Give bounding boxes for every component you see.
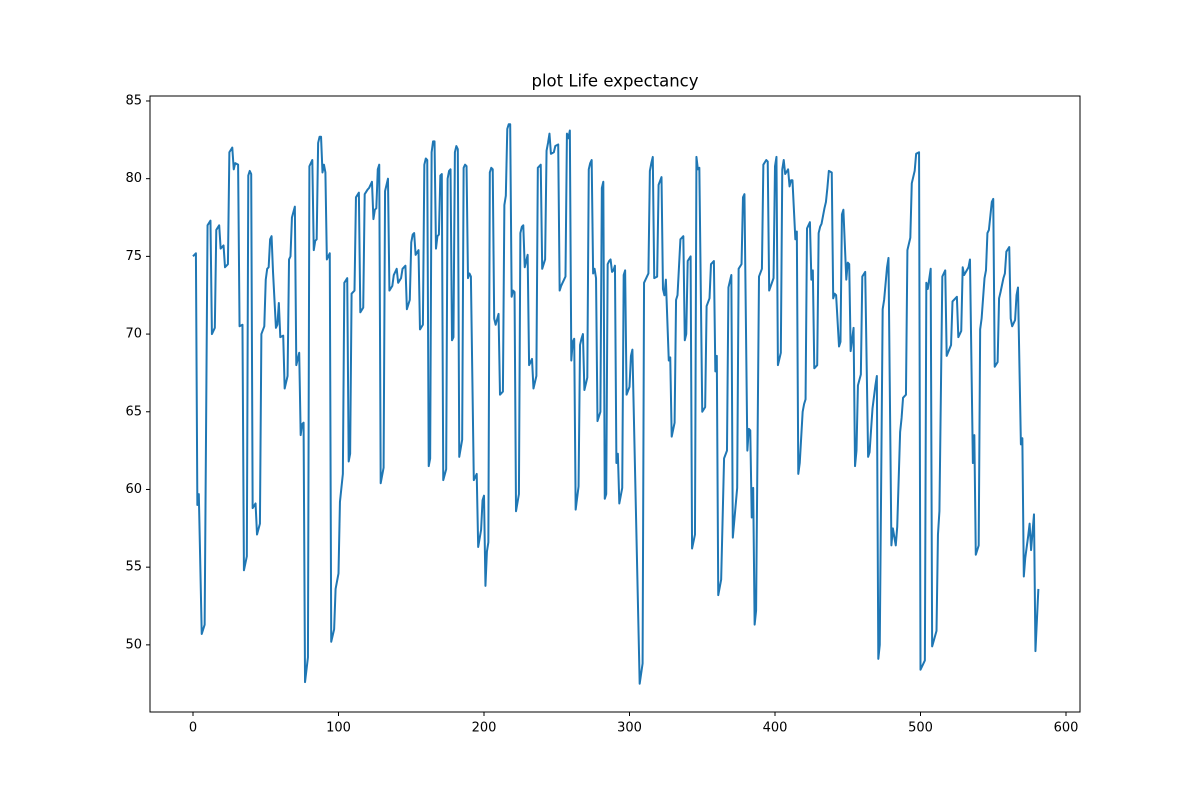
data-line — [192, 123, 1040, 685]
y-tick-label: 50 — [125, 637, 142, 652]
chart-title: plot Life expectancy — [531, 72, 698, 91]
x-tick-label: 200 — [472, 721, 497, 736]
x-tick-label: 100 — [326, 721, 351, 736]
x-tick-label: 300 — [617, 721, 642, 736]
y-tick-label: 60 — [125, 482, 142, 497]
x-tick-label: 0 — [189, 721, 197, 736]
x-tick-label: 500 — [908, 721, 933, 736]
y-tick-label: 65 — [125, 404, 142, 419]
plot-frame — [149, 95, 1081, 713]
y-tick-label: 70 — [125, 327, 142, 342]
y-tick-label: 85 — [125, 93, 142, 108]
y-tick-label: 75 — [125, 249, 142, 264]
y-tick-label: 55 — [125, 560, 142, 575]
y-tick-label: 80 — [125, 171, 142, 186]
x-tick-label: 600 — [1054, 721, 1079, 736]
x-tick-label: 400 — [763, 721, 788, 736]
